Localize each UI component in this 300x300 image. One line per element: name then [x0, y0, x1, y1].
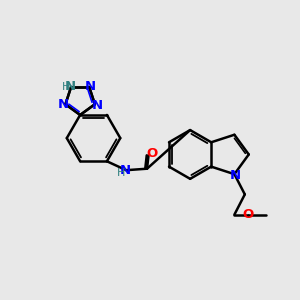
Text: H: H	[117, 168, 125, 178]
Text: N: N	[92, 99, 103, 112]
Text: N: N	[84, 80, 95, 93]
Text: N: N	[58, 98, 69, 111]
Text: N: N	[120, 164, 131, 177]
Text: O: O	[146, 147, 158, 160]
Text: O: O	[242, 208, 254, 221]
Text: H: H	[61, 82, 70, 92]
Text: N: N	[230, 169, 241, 182]
Text: N: N	[65, 80, 76, 93]
